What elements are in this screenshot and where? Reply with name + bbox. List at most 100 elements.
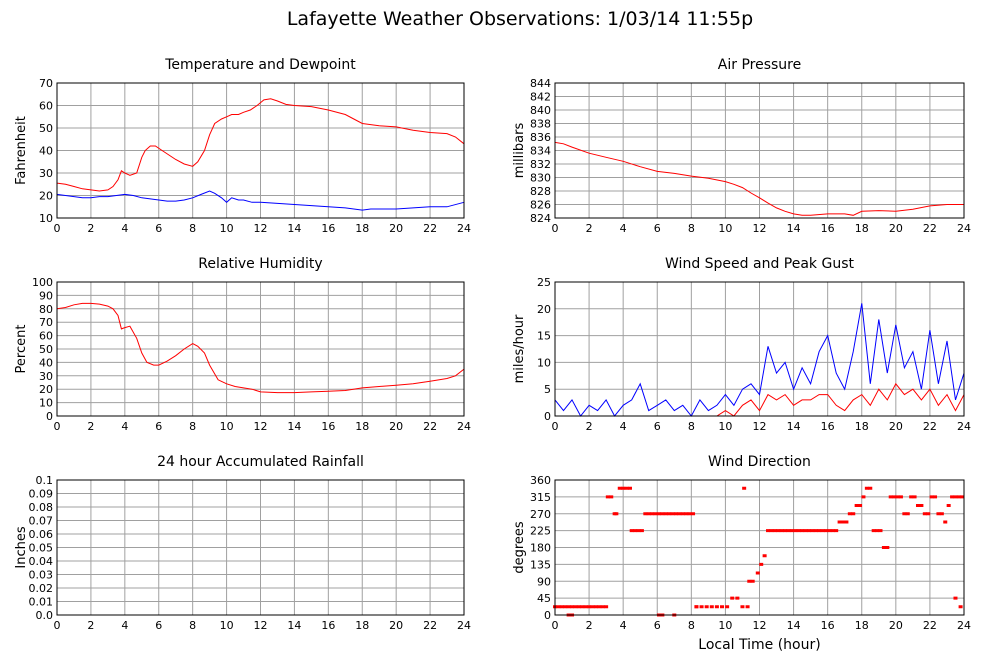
direction-point: [803, 529, 808, 533]
pressure-y-tick-label: 828: [530, 185, 551, 198]
direction-point: [851, 512, 856, 516]
direction-y-tick-label: 315: [530, 491, 551, 504]
temp-x-tick-label: 16: [321, 222, 335, 235]
direction-point: [837, 520, 842, 524]
direction-point: [827, 529, 832, 533]
direction-point: [755, 571, 760, 575]
direction-point: [817, 529, 822, 533]
rain-x-tick-label: 24: [457, 619, 471, 632]
direction-point: [614, 512, 619, 516]
pressure-y-tick-label: 824: [530, 212, 551, 225]
humidity-x-tick-label: 10: [220, 420, 234, 433]
humidity-y-tick-label: 70: [39, 316, 53, 329]
pressure-y-tick-label: 840: [530, 104, 551, 117]
direction-point: [576, 605, 581, 609]
direction-point: [813, 529, 818, 533]
direction-point: [902, 512, 907, 516]
direction-x-tick-label: 2: [586, 619, 593, 632]
direction-point: [639, 529, 644, 533]
direction-point: [709, 605, 714, 609]
direction-x-tick-label: 22: [923, 619, 937, 632]
humidity-x-tick-label: 24: [457, 420, 471, 433]
pressure-y-tick-label: 838: [530, 118, 551, 131]
humidity-y-tick-label: 80: [39, 303, 53, 316]
rain-x-tick-label: 14: [287, 619, 301, 632]
direction-point: [704, 605, 709, 609]
direction-point: [730, 596, 735, 600]
temp-title: Temperature and Dewpoint: [164, 57, 356, 73]
direction-point: [742, 486, 747, 490]
direction-point: [926, 512, 931, 516]
direction-frame: [554, 479, 965, 616]
temp-x-tick-label: 8: [189, 222, 196, 235]
rain-x-tick-label: 22: [423, 619, 437, 632]
direction-y-tick-label: 135: [530, 558, 551, 571]
direction-point: [793, 529, 798, 533]
wind-x-tick-label: 24: [957, 420, 971, 433]
pressure-series-line-0: [554, 141, 964, 216]
direction-point: [691, 512, 696, 516]
direction-point: [660, 512, 665, 516]
rain-title: 24 hour Accumulated Rainfall: [157, 454, 364, 470]
rain-y-tick-label: 0.1: [36, 474, 54, 487]
wind-y-tick-label: 10: [537, 356, 551, 369]
humidity-x-tick-label: 0: [54, 420, 61, 433]
direction-y-tick-label: 360: [530, 474, 551, 487]
direction-point: [919, 504, 924, 507]
direction-point: [750, 579, 755, 583]
wind-x-tick-label: 18: [855, 420, 869, 433]
humidity-x-tick-label: 14: [287, 420, 301, 433]
rain-x-tick-label: 8: [189, 619, 196, 632]
rain-x-tick-label: 10: [220, 619, 234, 632]
direction-title: Wind Direction: [708, 454, 811, 470]
direction-point: [946, 504, 951, 507]
direction-point: [881, 546, 886, 549]
direction-point: [915, 504, 920, 507]
direction-x-tick-label: 12: [753, 619, 767, 632]
humidity-x-tick-label: 2: [87, 420, 94, 433]
temp-x-tick-label: 4: [121, 222, 128, 235]
direction-point: [796, 529, 801, 533]
direction-point: [939, 512, 944, 516]
pressure-x-tick-label: 8: [688, 222, 695, 235]
temp-x-tick-label: 24: [457, 222, 471, 235]
direction-point: [745, 605, 750, 609]
direction-point: [684, 512, 689, 516]
direction-point: [772, 529, 777, 533]
direction-point: [878, 529, 883, 533]
rain-y-tick-label: 0.03: [29, 569, 54, 582]
temp-y-tick-label: 60: [39, 100, 53, 113]
direction-x-tick-label: 0: [552, 619, 559, 632]
rain-x-tick-label: 18: [355, 619, 369, 632]
wind-y-tick-label: 25: [537, 276, 551, 289]
direction-point: [783, 529, 788, 533]
direction-point: [629, 529, 634, 533]
page-title: Lafayette Weather Observations: 1/03/14 …: [286, 8, 754, 30]
rain-y-tick-label: 0.07: [29, 515, 54, 528]
direction-point: [943, 520, 948, 524]
wind-x-tick-label: 16: [821, 420, 835, 433]
direction-point: [830, 529, 835, 533]
humidity-y-tick-label: 50: [39, 343, 53, 356]
wind-series-line-0: [554, 303, 965, 417]
direction-point: [776, 529, 781, 533]
direction-point: [960, 495, 965, 499]
direction-point: [677, 512, 682, 516]
direction-point: [725, 605, 730, 609]
direction-point: [747, 579, 752, 583]
direction-x-tick-label: 6: [654, 619, 661, 632]
direction-point: [604, 605, 609, 609]
direction-point: [956, 495, 961, 499]
rain-x-tick-label: 20: [389, 619, 403, 632]
direction-point: [600, 605, 605, 609]
direction-point: [875, 529, 880, 533]
direction-point: [621, 486, 626, 490]
direction-point: [687, 512, 692, 516]
rain-x-tick-label: 12: [254, 619, 268, 632]
humidity-x-tick-label: 4: [121, 420, 128, 433]
direction-point: [922, 512, 927, 516]
pressure-x-tick-label: 14: [787, 222, 801, 235]
direction-point: [823, 529, 828, 533]
direction-point: [834, 529, 839, 533]
